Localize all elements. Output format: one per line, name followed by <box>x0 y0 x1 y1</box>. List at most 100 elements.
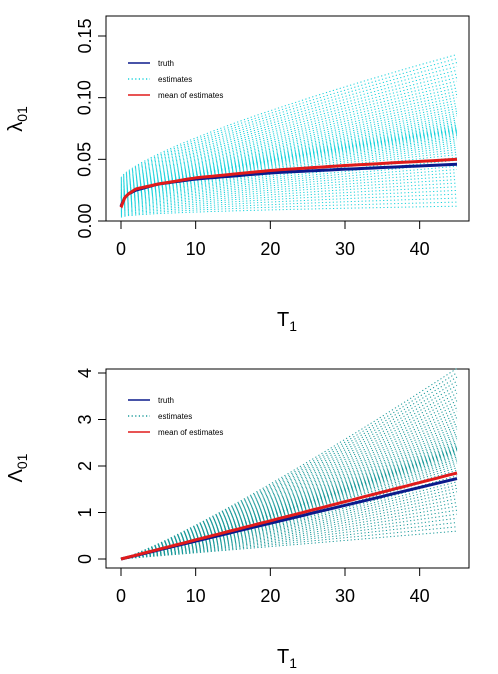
y-tick-label: 0 <box>75 554 95 564</box>
x-axis: 0 10 20 30 40 <box>116 567 430 606</box>
y-axis: 0 1 2 3 4 <box>75 368 107 564</box>
estimate-line <box>120 186 458 213</box>
estimate-line <box>120 502 458 560</box>
y-tick-label: 1 <box>75 507 95 517</box>
y-axis-title: Λ01 <box>5 453 30 482</box>
estimate-line <box>120 58 458 180</box>
estimate-line <box>120 456 458 560</box>
estimate-line <box>120 140 458 201</box>
estimate-line <box>120 454 458 560</box>
x-tick-label: 20 <box>260 239 280 259</box>
estimate-line <box>120 144 458 202</box>
x-tick-label: 30 <box>335 586 355 606</box>
x-tick-label: 40 <box>410 586 430 606</box>
estimate-line <box>120 433 458 560</box>
y-axis-title-sub: 01 <box>14 453 30 469</box>
x-tick-label: 10 <box>186 586 206 606</box>
estimate-line <box>120 431 458 560</box>
estimate-line <box>120 522 458 560</box>
x-tick-label: 0 <box>116 239 126 259</box>
estimates-lines <box>120 54 458 218</box>
estimate-line <box>120 372 458 560</box>
estimate-line <box>120 498 458 560</box>
estimate-line <box>120 105 458 192</box>
estimate-line <box>120 138 458 201</box>
legend-label: estimates <box>158 75 192 84</box>
legend: truth estimates mean of estimates <box>128 396 223 437</box>
x-tick-label: 30 <box>335 239 355 259</box>
estimate-line <box>120 108 458 193</box>
estimate-line <box>120 115 458 195</box>
estimate-line <box>120 102 458 191</box>
y-tick-label: 0.15 <box>75 18 95 53</box>
x-axis-title: T1 <box>277 646 297 671</box>
estimate-line <box>120 472 458 560</box>
estimate-line <box>120 530 458 560</box>
legend-label: truth <box>158 59 174 68</box>
y-tick-label: 3 <box>75 414 95 424</box>
estimate-line <box>120 438 458 560</box>
estimate-line <box>120 513 458 560</box>
y-tick-label: 2 <box>75 461 95 471</box>
estimate-line <box>120 458 458 560</box>
estimate-line <box>120 396 458 560</box>
estimate-line <box>120 526 458 560</box>
legend: truth estimates mean of estimates <box>128 59 223 100</box>
legend-label: estimates <box>158 412 192 421</box>
y-axis-title-sub: 01 <box>14 106 30 122</box>
estimate-line <box>120 93 458 189</box>
estimate-line <box>120 87 458 187</box>
x-tick-label: 0 <box>116 586 126 606</box>
estimate-line <box>120 172 458 209</box>
x-axis: 0 10 20 30 40 <box>116 220 430 259</box>
estimate-line <box>120 413 458 560</box>
legend-label: truth <box>158 396 174 405</box>
x-axis-title-sub: 1 <box>289 655 297 671</box>
panel-hazard: 0 10 20 30 40 0.000.050.100.15 λ01 T1 truthe… <box>5 15 470 334</box>
series-lines <box>119 157 458 209</box>
plot-frame <box>105 15 470 222</box>
estimate-line <box>120 62 458 181</box>
estimate-line <box>120 442 458 560</box>
y-tick-label: 0.05 <box>75 142 95 177</box>
estimate-line <box>120 123 458 197</box>
estimate-line <box>120 443 458 560</box>
estimate-line <box>120 417 458 560</box>
estimate-line <box>120 90 458 188</box>
estimate-line <box>120 121 458 196</box>
estimate-line <box>120 126 458 197</box>
x-tick-label: 10 <box>186 239 206 259</box>
estimate-line <box>120 117 458 195</box>
estimate-line <box>120 99 458 191</box>
y-axis: 0.00 0.05 0.10 0.15 <box>75 18 107 239</box>
estimate-line <box>120 376 458 560</box>
y-tick-label: 4 <box>75 368 95 378</box>
estimate-line <box>120 142 458 202</box>
x-tick-label: 40 <box>410 239 430 259</box>
estimate-line <box>120 384 458 560</box>
series-lines <box>120 471 458 561</box>
x-axis-title-main: T <box>277 309 289 331</box>
estimate-line <box>120 179 458 211</box>
estimate-line <box>120 182 458 212</box>
x-axis-title-sub: 1 <box>289 318 297 334</box>
estimate-line <box>120 410 458 560</box>
estimate-line <box>120 400 458 560</box>
estimate-line <box>120 97 458 190</box>
estimate-line <box>120 77 458 185</box>
estimate-line <box>120 113 458 194</box>
y-axis-title-main: Λ <box>5 468 27 482</box>
estimate-line <box>120 509 458 560</box>
y-axis-title: λ01 <box>5 106 30 132</box>
estimate-line <box>120 189 458 214</box>
estimate-line <box>120 119 458 196</box>
estimate-line <box>120 124 458 197</box>
estimate-line <box>120 165 458 208</box>
estimate-line <box>120 505 458 560</box>
estimate-line <box>120 175 458 210</box>
x-axis-title-main: T <box>277 646 289 668</box>
estimate-line <box>120 494 458 560</box>
y-tick-label: 0.00 <box>75 203 95 238</box>
estimate-line <box>120 136 458 200</box>
